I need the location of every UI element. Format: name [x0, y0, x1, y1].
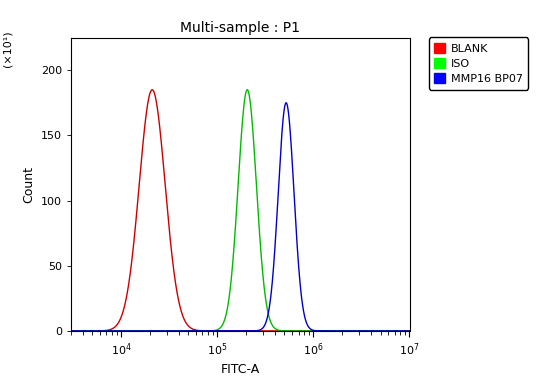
MMP16 BP07 — [68, 329, 74, 333]
Line: BLANK: BLANK — [71, 90, 417, 331]
BLANK — [149, 88, 156, 92]
MMP16 BP07 — [288, 139, 294, 144]
BLANK — [414, 329, 420, 333]
ISO — [288, 329, 294, 333]
ISO — [414, 329, 420, 333]
ISO — [193, 329, 200, 333]
BLANK — [288, 329, 294, 333]
Line: MMP16 BP07: MMP16 BP07 — [71, 103, 417, 331]
MMP16 BP07 — [272, 232, 279, 237]
BLANK — [343, 329, 349, 333]
BLANK — [272, 329, 279, 333]
X-axis label: FITC-A: FITC-A — [221, 364, 260, 376]
ISO — [244, 88, 251, 92]
Title: Multi-sample : P1: Multi-sample : P1 — [180, 21, 300, 35]
BLANK — [68, 329, 74, 333]
BLANK — [85, 329, 92, 333]
ISO — [343, 329, 349, 333]
MMP16 BP07 — [283, 100, 289, 105]
ISO — [85, 329, 92, 333]
BLANK — [193, 328, 200, 332]
MMP16 BP07 — [193, 329, 200, 333]
Y-axis label: Count: Count — [22, 166, 35, 203]
MMP16 BP07 — [414, 329, 420, 333]
Line: ISO: ISO — [71, 90, 417, 331]
ISO — [324, 329, 331, 333]
BLANK — [324, 329, 331, 333]
ISO — [68, 329, 74, 333]
Legend: BLANK, ISO, MMP16 BP07: BLANK, ISO, MMP16 BP07 — [429, 37, 529, 89]
MMP16 BP07 — [343, 329, 349, 333]
MMP16 BP07 — [324, 329, 331, 333]
Text: (×10¹): (×10¹) — [3, 30, 13, 67]
MMP16 BP07 — [85, 329, 92, 333]
ISO — [272, 327, 279, 331]
